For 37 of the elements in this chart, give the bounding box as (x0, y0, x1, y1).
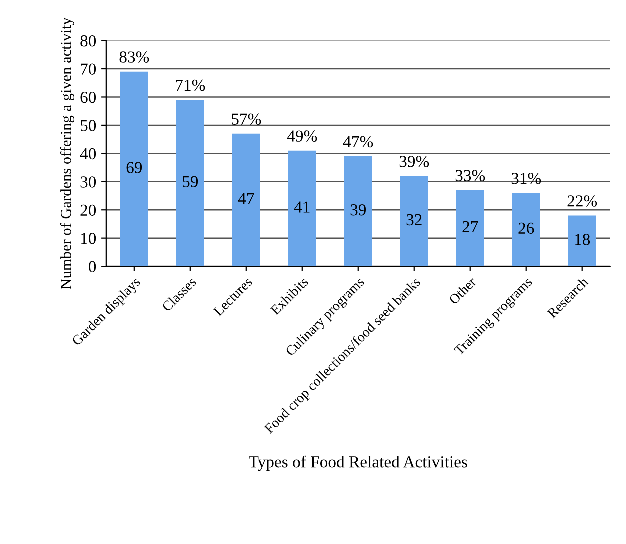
annotation: 22% (568, 196, 598, 207)
bar (456, 190, 484, 267)
bar (568, 216, 596, 267)
y-tick-label: 70 (81, 64, 96, 75)
bar (288, 150, 316, 267)
annotation: 39% (400, 156, 430, 168)
y-tick-label: 80 (80, 36, 96, 47)
bar (176, 100, 204, 267)
bar (344, 156, 372, 267)
data-label: 26 (518, 222, 534, 234)
data-label: 39 (350, 204, 366, 216)
y-tick-label: 60 (80, 92, 96, 104)
data-label: 59 (183, 176, 198, 188)
y-tick-label: 50 (81, 120, 96, 132)
bar (232, 134, 260, 267)
data-label: 27 (462, 221, 478, 232)
data-label: 47 (238, 193, 254, 204)
y-tick-label: 10 (81, 233, 96, 244)
annotation: 71% (176, 80, 206, 92)
bar (400, 176, 428, 267)
data-label: 69 (126, 162, 142, 174)
bar (512, 193, 540, 267)
y-tick-label: 40 (80, 148, 96, 160)
data-label: 18 (575, 234, 590, 246)
bar (120, 72, 148, 267)
y-axis-title: Number of Gardens offering a given activity (60, 18, 74, 290)
data-label: 32 (406, 214, 422, 226)
annotation: 49% (287, 130, 318, 142)
y-tick-label: 30 (80, 176, 96, 188)
annotation: 33% (456, 170, 486, 182)
data-label: 41 (294, 202, 310, 213)
annotation: 57% (232, 114, 262, 126)
x-axis-title: Types of Food Related Activities (249, 456, 468, 472)
annotation: 47% (343, 136, 374, 148)
y-tick-label: 20 (80, 204, 96, 216)
y-tick-label: 0 (89, 261, 96, 273)
annotation: 83% (120, 52, 150, 63)
